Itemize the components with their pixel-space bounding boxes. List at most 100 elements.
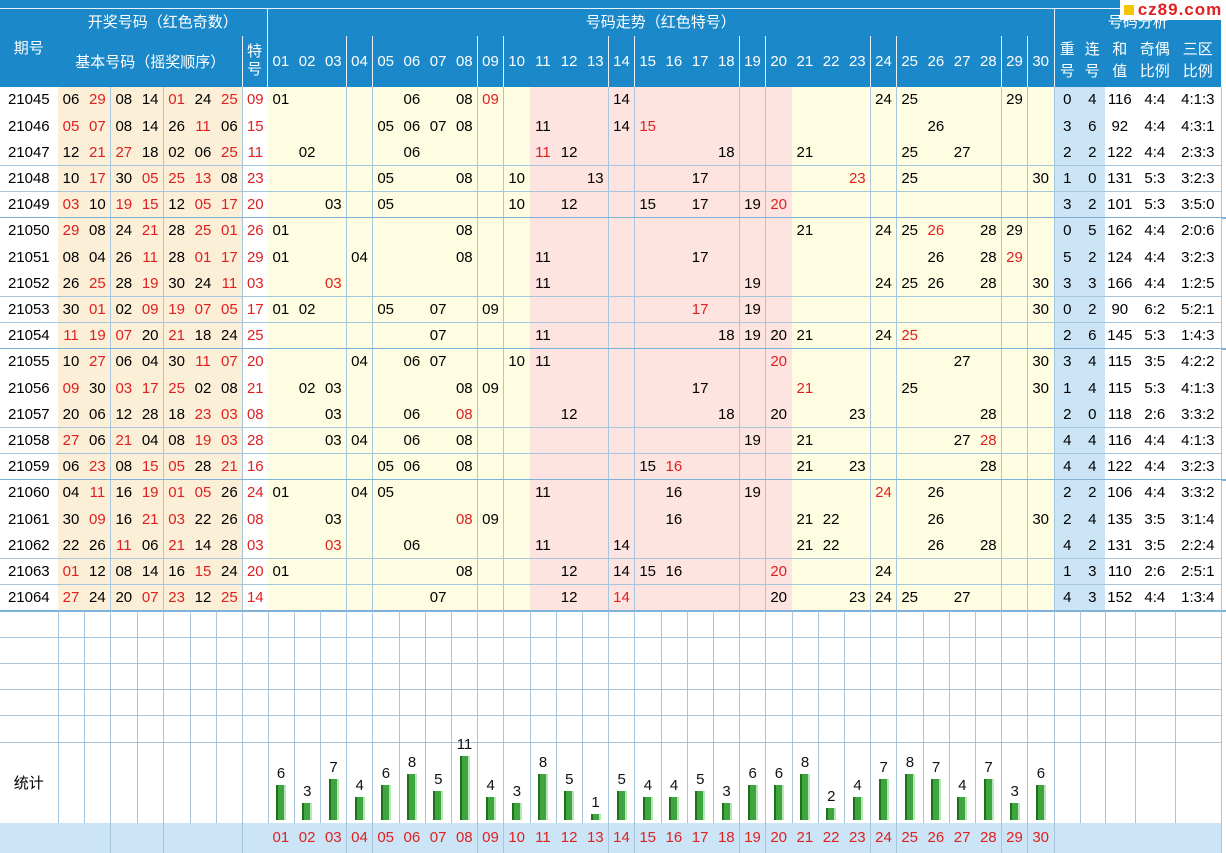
stat-bar xyxy=(773,785,784,820)
empty-cell xyxy=(163,715,191,743)
trend-cell xyxy=(687,270,714,298)
empty-cell xyxy=(530,637,557,664)
trend-cell xyxy=(1001,506,1029,533)
trend-cell: 01 xyxy=(268,296,295,324)
footer-empty xyxy=(1135,823,1176,853)
empty-cell xyxy=(765,611,793,638)
trend-cell xyxy=(477,349,505,376)
trend-cell xyxy=(556,532,583,560)
trend-cell xyxy=(1001,113,1029,140)
basic-number: 21 xyxy=(163,532,191,560)
trend-cell: 06 xyxy=(399,349,426,376)
trend-cell xyxy=(870,427,898,455)
empty-cell xyxy=(949,715,976,743)
analysis-col-header: 重号 xyxy=(1055,36,1081,88)
trend-cell xyxy=(1001,349,1029,376)
special-number: 14 xyxy=(243,584,269,612)
analysis-cell: 1 xyxy=(1055,558,1081,586)
basic-number: 05 xyxy=(163,453,191,481)
basic-number: 05 xyxy=(58,113,85,140)
trend-cell xyxy=(870,506,898,533)
basic-number: 10 xyxy=(84,191,112,219)
footer-empty xyxy=(1080,823,1106,853)
trend-cell xyxy=(1001,584,1029,612)
trend-cell: 01 xyxy=(268,218,295,245)
trend-cell xyxy=(320,480,348,507)
trend-cell xyxy=(844,191,872,219)
trend-cell: 05 xyxy=(372,296,400,324)
special-number: 24 xyxy=(243,480,269,507)
trend-cell xyxy=(818,453,845,481)
header-strip xyxy=(0,0,1226,9)
analysis-cell: 3:2:3 xyxy=(1175,453,1222,481)
trend-cell xyxy=(268,322,295,350)
empty-cell xyxy=(268,611,295,638)
analysis-cell: 6 xyxy=(1080,113,1106,140)
trend-cell xyxy=(634,165,662,193)
trend-cell xyxy=(582,87,610,114)
basic-number: 26 xyxy=(110,244,138,271)
stats-cell xyxy=(582,742,610,824)
empty-cell xyxy=(1135,663,1176,691)
trend-cell: 16 xyxy=(661,506,688,533)
trend-cell xyxy=(818,244,845,271)
empty-cell xyxy=(137,715,165,743)
trend-cell xyxy=(923,139,950,167)
trend-cell xyxy=(477,218,505,245)
empty-cell xyxy=(1175,715,1222,743)
trend-cell xyxy=(503,296,531,324)
trend-cell xyxy=(896,113,924,140)
trend-cell xyxy=(949,218,976,245)
basic-number: 26 xyxy=(84,532,112,560)
special-number: 03 xyxy=(243,270,269,298)
empty-cell xyxy=(190,689,217,717)
analysis-cell: 2 xyxy=(1055,401,1081,429)
basic-number: 05 xyxy=(216,296,244,324)
trend-cell xyxy=(818,113,845,140)
trend-cell: 05 xyxy=(372,453,400,481)
trend-cell xyxy=(503,244,531,271)
trend-cell: 19 xyxy=(739,270,767,298)
stats-empty xyxy=(1135,742,1176,824)
empty-cell xyxy=(137,637,165,664)
trend-cell: 11 xyxy=(530,322,557,350)
trend-cell xyxy=(451,349,479,376)
trend-cell xyxy=(1001,401,1029,429)
trend-cell xyxy=(320,218,348,245)
trend-cell xyxy=(556,113,583,140)
trend-cell xyxy=(870,165,898,193)
basic-number: 08 xyxy=(110,87,138,114)
trend-cell: 05 xyxy=(372,480,400,507)
empty-cell xyxy=(582,689,610,717)
trend-cell xyxy=(451,532,479,560)
trend-cell xyxy=(503,453,531,481)
trend-cell xyxy=(608,322,636,350)
trend-cell xyxy=(949,113,976,140)
trend-cell xyxy=(923,165,950,193)
empty-cell xyxy=(608,611,636,638)
empty-cell xyxy=(1027,689,1055,717)
basic-number: 03 xyxy=(163,506,191,533)
trend-cell xyxy=(294,244,321,271)
trend-cell xyxy=(1027,322,1055,350)
trend-cell xyxy=(320,322,348,350)
trend-cell: 19 xyxy=(739,191,767,219)
trend-cell xyxy=(608,165,636,193)
basic-number: 21 xyxy=(163,322,191,350)
trend-cell: 20 xyxy=(765,349,793,376)
empty-cell xyxy=(844,637,872,664)
basic-number: 21 xyxy=(84,139,112,167)
empty-cell xyxy=(243,689,269,717)
trend-cell xyxy=(372,401,400,429)
empty-cell xyxy=(243,715,269,743)
analysis-cell: 2:3:3 xyxy=(1175,139,1222,167)
trend-cell xyxy=(425,453,452,481)
basic-number: 24 xyxy=(216,558,244,586)
trend-cell xyxy=(661,427,688,455)
trend-col-header: 07 xyxy=(425,36,452,88)
trend-cell xyxy=(765,113,793,140)
trend-cell: 20 xyxy=(765,584,793,612)
empty-cell xyxy=(163,611,191,638)
trend-cell xyxy=(451,322,479,350)
analysis-cell: 5:3 xyxy=(1135,375,1176,402)
